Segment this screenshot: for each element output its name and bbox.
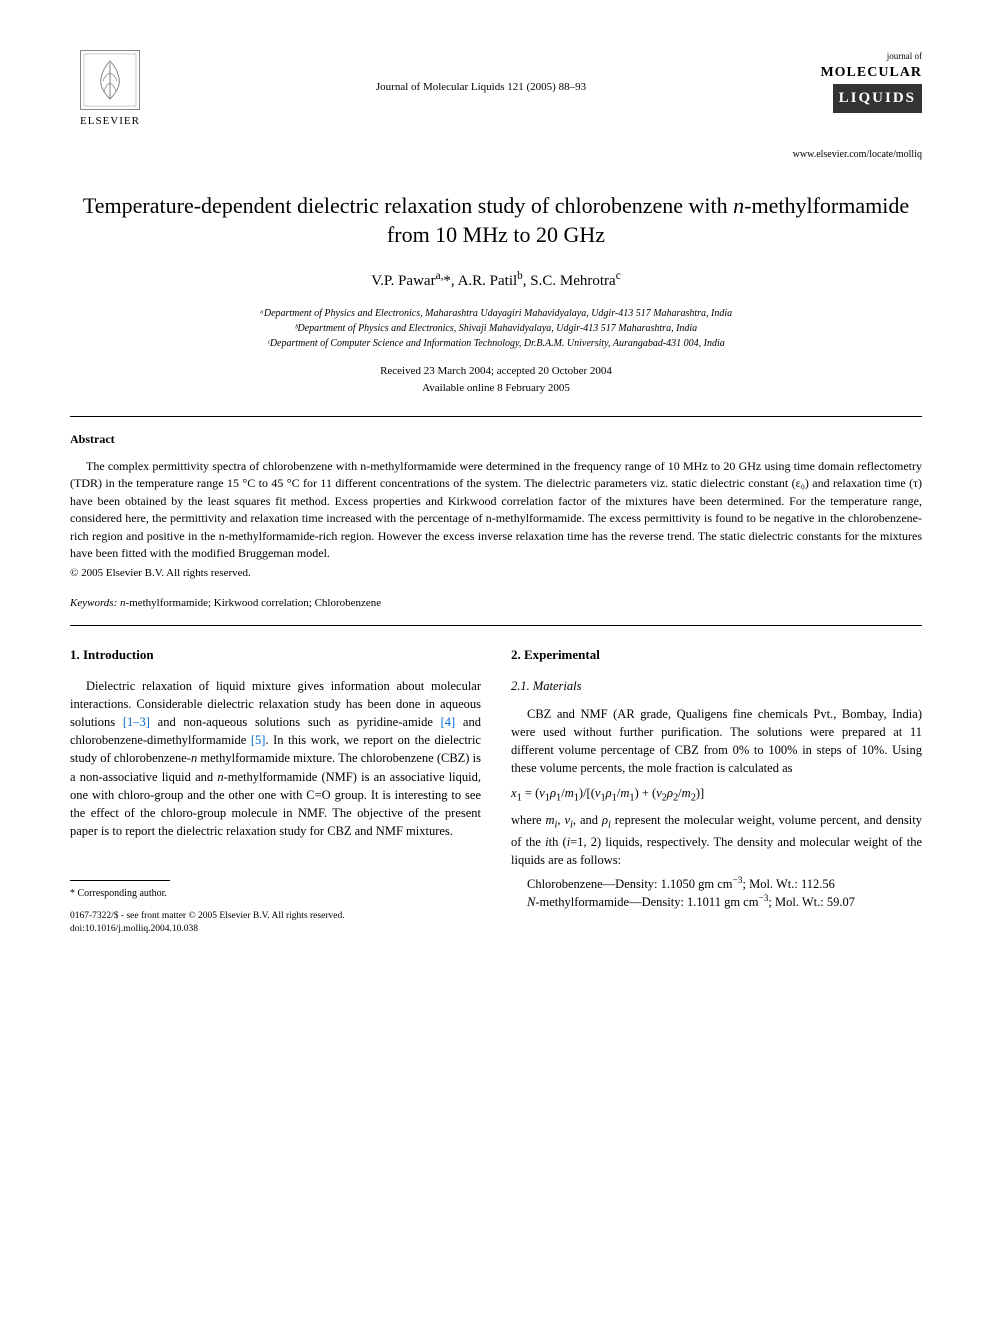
authors: V.P. Pawara,*, A.R. Patilb, S.C. Mehrotr… xyxy=(70,269,922,292)
liquid-properties: Chlorobenzene—Density: 1.1050 gm cm−3; M… xyxy=(527,875,922,912)
elsevier-tree-icon xyxy=(80,50,140,110)
abstract-text: The complex permittivity spectra of chlo… xyxy=(70,458,922,562)
journal-reference: Journal of Molecular Liquids 121 (2005) … xyxy=(150,50,812,95)
ref-link-5[interactable]: [5] xyxy=(251,733,266,747)
footer-doi: doi:10.1016/j.molliq.2004.10.038 xyxy=(70,923,481,936)
copyright: © 2005 Elsevier B.V. All rights reserved… xyxy=(70,566,922,581)
intro-heading: 1. Introduction xyxy=(70,646,481,665)
divider-bottom xyxy=(70,625,922,626)
experimental-heading: 2. Experimental xyxy=(511,646,922,665)
corresponding-author-note: * Corresponding author. xyxy=(70,887,481,902)
materials-text: CBZ and NMF (AR grade, Qualigens fine ch… xyxy=(511,705,922,778)
affiliation-c: ᶜDepartment of Computer Science and Info… xyxy=(70,336,922,351)
column-right: 2. Experimental 2.1. Materials CBZ and N… xyxy=(511,646,922,936)
keywords-text: n-methylformamide; Kirkwood correlation;… xyxy=(117,597,381,609)
materials-heading: 2.1. Materials xyxy=(511,677,922,695)
intro-text: Dielectric relaxation of liquid mixture … xyxy=(70,677,481,840)
publisher-logo: ELSEVIER xyxy=(70,50,150,140)
journal-logo-top: journal of xyxy=(812,50,922,63)
affiliation-a: ᵃDepartment of Physics and Electronics, … xyxy=(70,306,922,321)
affiliations: ᵃDepartment of Physics and Electronics, … xyxy=(70,306,922,351)
abstract-heading: Abstract xyxy=(70,431,922,448)
received-date: Received 23 March 2004; accepted 20 Octo… xyxy=(70,363,922,380)
journal-logo-main: MOLECULAR xyxy=(812,63,922,83)
footer-issn: 0167-7322/$ - see front matter © 2005 El… xyxy=(70,910,481,923)
keywords-label: Keywords: xyxy=(70,597,117,609)
ref-link-1-3[interactable]: [1–3] xyxy=(123,715,150,729)
body-columns: 1. Introduction Dielectric relaxation of… xyxy=(70,646,922,936)
online-date: Available online 8 February 2005 xyxy=(70,380,922,397)
affiliation-b: ᵇDepartment of Physics and Electronics, … xyxy=(70,321,922,336)
keywords: Keywords: n-methylformamide; Kirkwood co… xyxy=(70,596,922,611)
ref-link-4[interactable]: [4] xyxy=(441,715,456,729)
journal-logo: journal of MOLECULAR LIQUIDS xyxy=(812,50,922,113)
publisher-name: ELSEVIER xyxy=(80,114,140,129)
article-dates: Received 23 March 2004; accepted 20 Octo… xyxy=(70,363,922,396)
after-formula-text: where mi, vi, and ρi represent the molec… xyxy=(511,811,922,869)
liquid-2: N-methylformamide—Density: 1.1011 gm cm−… xyxy=(527,893,922,911)
mole-fraction-formula: x1 = (v1ρ1/m1)/[(v1ρ1/m1) + (v2ρ2/m2)] xyxy=(511,784,922,806)
journal-logo-box: LIQUIDS xyxy=(833,84,922,113)
column-left: 1. Introduction Dielectric relaxation of… xyxy=(70,646,481,936)
divider-top xyxy=(70,416,922,417)
liquid-1: Chlorobenzene—Density: 1.1050 gm cm−3; M… xyxy=(527,875,922,893)
footer-separator xyxy=(70,880,170,881)
journal-url: www.elsevier.com/locate/molliq xyxy=(70,148,922,162)
article-title: Temperature-dependent dielectric relaxat… xyxy=(70,192,922,249)
header-row: ELSEVIER Journal of Molecular Liquids 12… xyxy=(70,50,922,140)
